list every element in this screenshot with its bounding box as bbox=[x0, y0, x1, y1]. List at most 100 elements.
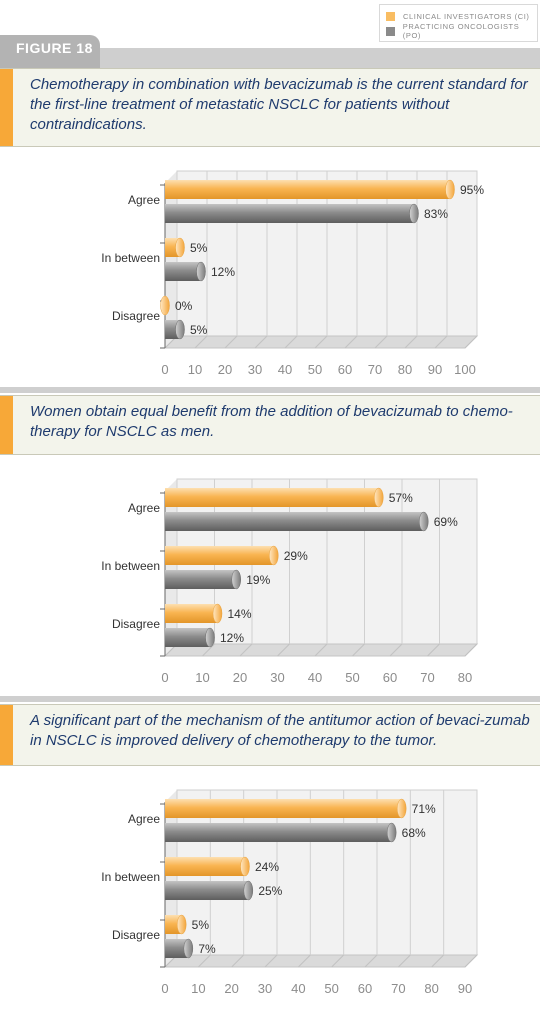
legend: CLINICAL INVESTIGATORS (CI) PRACTICING O… bbox=[379, 4, 538, 42]
question-text-2: Women obtain equal benefit from the addi… bbox=[30, 403, 513, 440]
x-tick-label: 80 bbox=[458, 670, 472, 685]
data-label: 71% bbox=[412, 802, 436, 816]
x-tick-label: 70 bbox=[420, 670, 434, 685]
bar-ci bbox=[165, 799, 402, 818]
bar-ci bbox=[165, 180, 450, 199]
x-tick-label: 60 bbox=[358, 981, 372, 996]
x-tick-label: 0 bbox=[161, 362, 168, 377]
chart-1: 0 10 20 30 40 50 60 70 80 90 100 Agree In between Dis… bbox=[0, 146, 540, 386]
figure-header-bar bbox=[0, 48, 540, 68]
x-tick-label: 70 bbox=[391, 981, 405, 996]
gridline-floor bbox=[284, 335, 298, 349]
figure-tab bbox=[0, 35, 100, 68]
x-tick-label: 50 bbox=[308, 362, 322, 377]
gridline-floor bbox=[374, 335, 388, 349]
gridline-floor bbox=[352, 643, 365, 657]
bar-po bbox=[165, 939, 189, 958]
bar-cap bbox=[409, 203, 419, 224]
bar-ci bbox=[165, 546, 274, 565]
legend-item-po: PRACTICING ONCOLOGISTS (PO) bbox=[386, 22, 537, 40]
bar-cap bbox=[386, 822, 397, 843]
x-tick-label: 20 bbox=[218, 362, 232, 377]
gridline-floor bbox=[331, 954, 345, 968]
data-label: 12% bbox=[211, 265, 235, 279]
data-label: 7% bbox=[198, 942, 216, 956]
legend-label-po: PRACTICING ONCOLOGISTS (PO) bbox=[402, 22, 520, 40]
plot-floor bbox=[163, 954, 479, 968]
data-label: 24% bbox=[255, 860, 279, 874]
bar-cap bbox=[212, 603, 223, 624]
legend-item-ci: CLINICAL INVESTIGATORS (CI) bbox=[386, 10, 530, 22]
chart-3: 0 10 20 30 40 50 60 70 80 90 Agree In between Disagr… bbox=[0, 765, 540, 1005]
bar-cap bbox=[175, 237, 185, 258]
gridline-floor bbox=[314, 335, 328, 349]
bar-ci bbox=[165, 488, 379, 507]
x-tick-label: 60 bbox=[383, 670, 397, 685]
bar-cap bbox=[243, 880, 254, 901]
bar-po bbox=[165, 262, 201, 281]
data-label: 57% bbox=[389, 491, 413, 505]
gridline-floor bbox=[404, 335, 418, 349]
gridline-floor bbox=[427, 643, 440, 657]
question-text-3: A significant part of the mechanism of t… bbox=[30, 712, 530, 749]
bar-po bbox=[165, 204, 414, 223]
figure-label: FIGURE 18 bbox=[16, 40, 93, 56]
data-label: 95% bbox=[460, 183, 484, 197]
bar-po bbox=[165, 570, 237, 589]
category-label: Agree bbox=[128, 193, 160, 207]
gridline-floor bbox=[254, 335, 268, 349]
bar-po bbox=[165, 881, 249, 900]
data-label: 19% bbox=[246, 573, 270, 587]
gridline-floor bbox=[397, 954, 411, 968]
data-label: 83% bbox=[424, 207, 448, 221]
bar-cap bbox=[196, 261, 206, 282]
bar-po bbox=[165, 823, 392, 842]
gridline-floor bbox=[464, 335, 478, 349]
question-text-1: Chemotherapy in combination with bevaciz… bbox=[30, 76, 528, 133]
data-label: 12% bbox=[220, 631, 244, 645]
bar-cap bbox=[205, 627, 215, 648]
category-label: Disagree bbox=[112, 617, 160, 631]
data-label: 5% bbox=[190, 323, 208, 337]
bar-ci bbox=[165, 604, 218, 623]
x-tick-label: 50 bbox=[324, 981, 338, 996]
x-tick-label: 40 bbox=[291, 981, 305, 996]
separator bbox=[0, 696, 540, 702]
bar-cap bbox=[160, 295, 170, 316]
category-label: In between bbox=[101, 559, 160, 573]
bar-cap bbox=[183, 938, 194, 959]
x-tick-label: 10 bbox=[188, 362, 202, 377]
gridline-floor bbox=[197, 954, 211, 968]
gridline-floor bbox=[231, 954, 245, 968]
gridline-floor bbox=[224, 335, 238, 349]
chart-2: 0 10 20 30 40 50 60 70 80 Agree In between Disagree… bbox=[0, 454, 540, 694]
panel-accent bbox=[0, 69, 13, 146]
x-tick-label: 40 bbox=[278, 362, 292, 377]
data-label: 69% bbox=[434, 515, 458, 529]
legend-label-ci: CLINICAL INVESTIGATORS (CI) bbox=[403, 11, 530, 21]
gridline-floor bbox=[314, 643, 328, 657]
x-tick-label: 90 bbox=[458, 981, 472, 996]
gridline-floor bbox=[264, 954, 278, 968]
gridline-floor bbox=[239, 643, 253, 657]
x-tick-label: 10 bbox=[195, 670, 209, 685]
x-tick-label: 50 bbox=[345, 670, 359, 685]
bar-cap bbox=[240, 856, 250, 877]
gridline-floor bbox=[434, 335, 448, 349]
x-tick-label: 0 bbox=[161, 981, 168, 996]
x-tick-label: 60 bbox=[338, 362, 352, 377]
data-label: 25% bbox=[258, 884, 282, 898]
x-tick-label: 30 bbox=[258, 981, 272, 996]
bar-cap bbox=[374, 487, 384, 508]
category-label: Disagree bbox=[112, 928, 160, 942]
question-panel-1: Chemotherapy in combination with bevaciz… bbox=[0, 68, 540, 147]
gridline-floor bbox=[194, 335, 208, 349]
gridline-floor bbox=[464, 954, 478, 968]
x-tick-label: 30 bbox=[248, 362, 262, 377]
legend-swatch-ci bbox=[386, 11, 395, 21]
x-tick-label: 90 bbox=[428, 362, 442, 377]
bar-ci bbox=[165, 857, 245, 876]
x-tick-label: 80 bbox=[424, 981, 438, 996]
x-tick-label: 100 bbox=[454, 362, 476, 377]
data-label: 5% bbox=[192, 918, 210, 932]
